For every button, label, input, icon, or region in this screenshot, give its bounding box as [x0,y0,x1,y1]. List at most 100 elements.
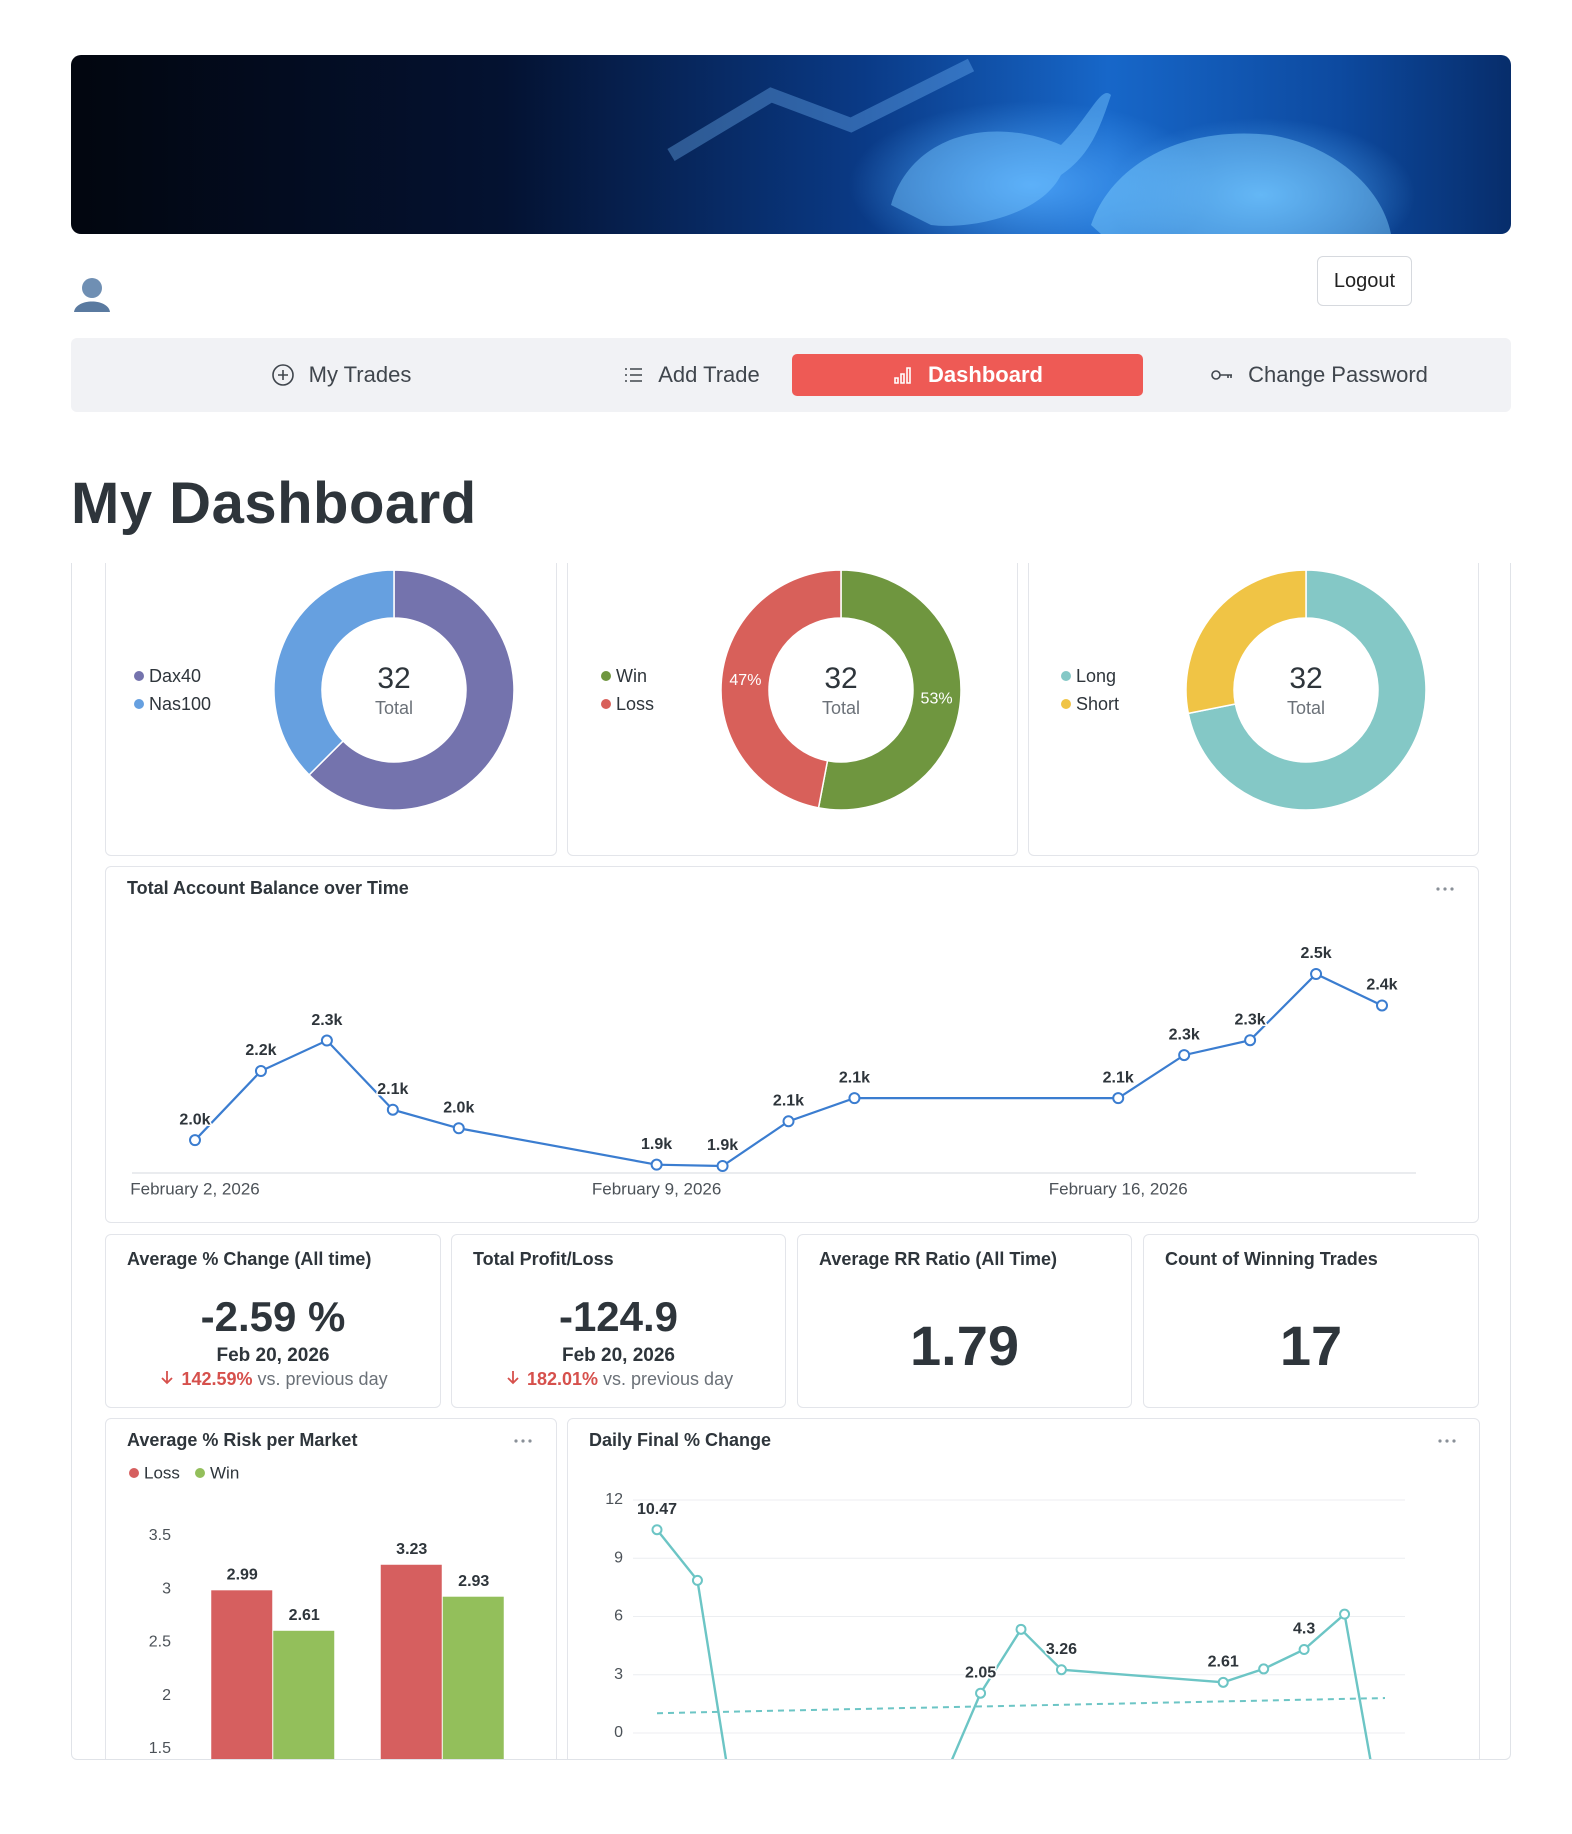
chart-title: Daily Final % Change [589,1430,771,1450]
nav-label: Add Trade [658,362,760,387]
point [691,1574,703,1586]
line [194,972,1383,1168]
bar [211,1590,273,1759]
value-label: 4.3 [1293,1621,1315,1638]
banner-bear [1091,133,1391,234]
point [1112,1092,1125,1105]
y-tick-label: 3.5 [149,1527,171,1544]
value-label: 2.1k [839,1069,870,1086]
point [651,1524,663,1536]
point [320,1034,333,1047]
point [1258,1663,1270,1675]
value-label: 2.99 [227,1567,258,1584]
donut-total: 32 [1289,662,1322,695]
y-tick-label: 6 [614,1608,623,1625]
y-tick-label: 2 [162,1687,171,1704]
legend-swatch [1061,699,1071,709]
kpi-change-value: 182.01% [526,1369,598,1389]
bar [442,1596,504,1759]
icon-chart [894,367,911,384]
kpi-change: 182.01% vs. previous day [452,1369,785,1390]
menu-dot [521,1439,525,1443]
menu-dot [528,1439,532,1443]
point [1310,968,1323,980]
icon-plus [271,364,294,386]
bar [273,1630,335,1759]
point [386,1103,399,1116]
donut-slice [1185,569,1307,715]
point [716,1160,729,1172]
donut-slice [308,569,515,811]
value-label: 10.47 [637,1501,677,1518]
value-label: 2.3k [1169,1026,1200,1043]
kpi-date: Feb 20, 2026 [561,1345,676,1366]
legend-swatch [129,1468,139,1478]
y-tick-label: 1.5 [149,1740,171,1757]
value-label: 2.1k [377,1081,408,1098]
value-label: 3.26 [1046,1641,1077,1658]
kpi-comparison: vs. previous day [603,1369,734,1389]
nav-item[interactable]: Add Trade [541,354,841,396]
kpi-card: Average RR Ratio (All Time) 1.79 [797,1234,1132,1408]
legend-label: Loss [144,1463,180,1482]
legend-label: Win [616,666,647,686]
point [254,1064,267,1077]
logout-button[interactable]: Logout [1317,256,1412,306]
legend-label: Dax40 [149,666,201,686]
kpi-comparison: vs. previous day [257,1369,388,1389]
donut-slice [817,569,962,811]
icon-key [1211,370,1233,380]
legend-swatch [1061,671,1071,681]
value-label: 2.0k [443,1099,474,1116]
legend-swatch [134,671,144,681]
legend-swatch [601,699,611,709]
menu-dot [1436,887,1440,891]
donut-slice [1187,569,1427,811]
value-label: 1.9k [707,1137,738,1154]
value-label: 2.05 [965,1664,996,1681]
menu-dot [1450,887,1454,891]
value-label: 2.5k [1300,945,1331,962]
x-tick-label: February 2, 2026 [130,1179,259,1198]
kpi-value: 17 [1279,1314,1343,1377]
legend-swatch [601,671,611,681]
chart-title: Average % Risk per Market [127,1430,357,1450]
kpi-change-value: 142.59% [181,1369,253,1389]
legend-label: Short [1076,694,1119,714]
y-tick-label: 3 [162,1580,171,1597]
kpi-value: -124.9 [558,1293,679,1340]
legend-label: Loss [616,694,654,714]
y-tick-label: 9 [614,1549,623,1566]
banner-bull [891,93,1111,226]
nav-label: Dashboard [928,362,1043,387]
value-label: 2.3k [1235,1011,1266,1028]
y-tick-label: 2.5 [149,1634,171,1651]
chart-title: Total Account Balance over Time [127,878,409,898]
line [656,1528,1372,1759]
banner-arrow [667,58,975,162]
down-arrow [161,1371,174,1385]
kpi-title: Average RR Ratio (All Time) [819,1249,1058,1269]
kpi-title: Count of Winning Trades [1165,1249,1378,1269]
y-tick-label: 3 [614,1666,623,1683]
trend-line [656,1697,1386,1715]
donut-total: 32 [824,662,857,695]
y-tick-label: 0 [614,1724,623,1741]
nav-label: My Trades [308,362,412,387]
nav-item[interactable]: Change Password [1151,354,1487,396]
value-label: 2.4k [1366,977,1397,994]
slice-label: 53% [921,690,953,707]
donut-total: 32 [377,662,410,695]
slice-label: 47% [729,672,761,689]
menu-dot [1443,887,1447,891]
donut-total-label: Total [1287,698,1325,718]
daily-card [567,1418,1480,1759]
value-label: 1.9k [641,1136,672,1153]
nav-item[interactable]: Dashboard [792,354,1143,396]
nav-item[interactable]: My Trades [191,354,491,396]
kpi-change: 142.59% vs. previous day [106,1369,440,1390]
value-label: 2.0k [179,1111,210,1128]
value-label: 2.1k [773,1093,804,1110]
menu-dot [514,1439,518,1443]
